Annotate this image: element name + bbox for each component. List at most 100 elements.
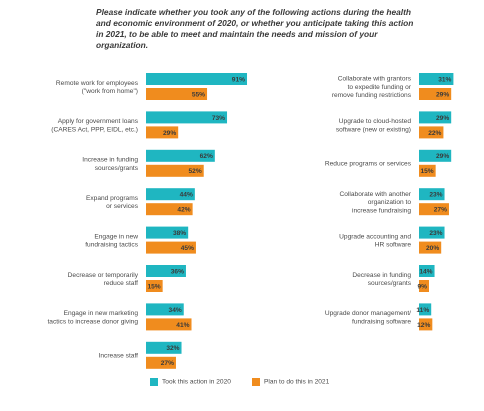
bar-plan-right bbox=[419, 126, 444, 139]
legend-label: Plan to do this in 2021 bbox=[264, 378, 330, 386]
bar-took-left bbox=[146, 111, 228, 124]
bar-took-right bbox=[419, 265, 435, 277]
category-label-left: sources/grants bbox=[95, 165, 139, 172]
value-label-left: 44% bbox=[180, 192, 193, 199]
bar-took-right bbox=[419, 111, 452, 124]
value-label-right: 29% bbox=[436, 115, 449, 122]
value-label-right: 14% bbox=[419, 268, 432, 275]
value-label-right: 29% bbox=[436, 91, 449, 98]
value-label-left: 38% bbox=[173, 230, 186, 237]
value-label-left: 34% bbox=[169, 307, 182, 314]
bar-took-right bbox=[419, 303, 432, 316]
value-label-right: 20% bbox=[426, 245, 439, 252]
value-label-left: 42% bbox=[177, 207, 190, 214]
bar-plan-left bbox=[146, 126, 179, 139]
bar-plan-left bbox=[146, 356, 176, 369]
title-line: in 2021, to be able to meet and maintain… bbox=[96, 29, 378, 50]
value-label-right: 9% bbox=[417, 283, 427, 290]
title-line: and economic environment of 2020, or whe… bbox=[96, 18, 414, 28]
bar-plan-left bbox=[146, 241, 196, 254]
value-label-left: 41% bbox=[176, 322, 189, 329]
value-label-right: 27% bbox=[434, 207, 447, 214]
category-label-right: increase fundraising bbox=[352, 207, 411, 214]
bar-plan-right bbox=[419, 203, 449, 216]
category-label-left: or services bbox=[106, 203, 139, 210]
bar-plan-left bbox=[146, 318, 192, 331]
bar-plan-right bbox=[419, 164, 436, 177]
category-label-right: HR software bbox=[375, 242, 412, 249]
value-label-left: 27% bbox=[161, 360, 174, 367]
bar-took-right bbox=[419, 73, 454, 85]
category-label-right: Decrease in funding bbox=[352, 272, 411, 279]
title-line: Please indicate whether you took any of … bbox=[96, 7, 412, 17]
bar-plan-left bbox=[146, 164, 204, 177]
legend-item-took: Took this action in 2020 bbox=[150, 378, 231, 386]
bar-took-right bbox=[419, 188, 445, 201]
category-label-left: Increase staff bbox=[99, 353, 139, 360]
value-label-right: 31% bbox=[438, 76, 451, 83]
category-label-left: Decrease or temporarily bbox=[68, 272, 139, 279]
bar-took-left bbox=[146, 149, 215, 162]
category-label-right: Upgrade to cloud-hosted bbox=[339, 118, 412, 125]
value-label-left: 91% bbox=[232, 76, 245, 83]
category-label-right: to expedite funding or bbox=[348, 84, 412, 91]
chart-title: Please indicate whether you took any of … bbox=[96, 7, 426, 51]
category-label-left: Increase in funding bbox=[82, 157, 138, 164]
category-label-right: Upgrade accounting and bbox=[339, 233, 411, 240]
category-label-right: Reduce programs or services bbox=[325, 161, 412, 168]
bar-plan-right bbox=[419, 88, 452, 100]
value-label-right: 29% bbox=[436, 153, 449, 160]
value-label-left: 29% bbox=[163, 130, 176, 137]
category-label-left: fundraising tactics bbox=[85, 242, 138, 249]
bar-plan-right bbox=[419, 318, 433, 331]
bar-took-right bbox=[419, 149, 452, 162]
value-label-left: 36% bbox=[171, 268, 184, 275]
value-label-right: 12% bbox=[417, 322, 430, 329]
legend-item-plan: Plan to do this in 2021 bbox=[252, 378, 329, 386]
category-label-right: sources/grants bbox=[368, 280, 412, 287]
category-label-right: organization to bbox=[368, 199, 412, 206]
value-label-right: 22% bbox=[428, 130, 441, 137]
value-label-left: 45% bbox=[181, 245, 194, 252]
category-label-right: fundraising software bbox=[352, 318, 411, 325]
category-label-right: Collaborate with grantors bbox=[338, 76, 412, 83]
value-label-left: 15% bbox=[147, 283, 160, 290]
value-label-right: 23% bbox=[429, 230, 442, 237]
category-label-left: reduce staff bbox=[104, 280, 139, 287]
category-label-right: remove funding restrictions bbox=[332, 92, 412, 99]
bar-took-left bbox=[146, 265, 186, 277]
value-label-right: 23% bbox=[429, 192, 442, 199]
legend-label: Took this action in 2020 bbox=[162, 378, 231, 386]
category-label-left: (CARES Act, PPP, EIDL, etc.) bbox=[51, 126, 138, 133]
category-label-left: ("work from home") bbox=[82, 88, 138, 95]
legend-swatch-took bbox=[150, 378, 158, 386]
category-label-left: Engage in new marketing bbox=[64, 310, 139, 317]
category-label-right: Collaborate with another bbox=[340, 191, 412, 198]
value-label-right: 11% bbox=[416, 307, 429, 314]
category-label-left: Expand programs bbox=[86, 195, 139, 202]
bar-took-left bbox=[146, 341, 182, 354]
bar-plan-right bbox=[419, 280, 429, 292]
bar-plan-left bbox=[146, 203, 193, 216]
bar-took-left bbox=[146, 226, 189, 239]
category-label-left: tactics to increase donor giving bbox=[47, 318, 138, 325]
bar-took-left bbox=[146, 303, 184, 316]
bar-plan-left bbox=[146, 88, 208, 100]
bar-took-right bbox=[419, 226, 445, 239]
value-label-left: 62% bbox=[200, 153, 213, 160]
category-label-left: Engage in new bbox=[94, 233, 138, 240]
value-label-left: 73% bbox=[212, 115, 225, 122]
bar-took-left bbox=[146, 73, 248, 85]
value-label-left: 32% bbox=[166, 345, 179, 352]
value-label-right: 15% bbox=[420, 168, 433, 175]
value-label-left: 55% bbox=[192, 91, 205, 98]
bar-took-left bbox=[146, 188, 195, 201]
category-label-left: Remote work for employees bbox=[56, 80, 139, 87]
legend-swatch-plan bbox=[252, 378, 260, 386]
category-label-left: Apply for government loans bbox=[58, 118, 139, 125]
category-label-right: software (new or existing) bbox=[336, 126, 411, 133]
bar-plan-right bbox=[419, 241, 442, 254]
value-label-left: 52% bbox=[189, 168, 202, 175]
category-label-right: Upgrade donor management/ bbox=[325, 310, 411, 317]
